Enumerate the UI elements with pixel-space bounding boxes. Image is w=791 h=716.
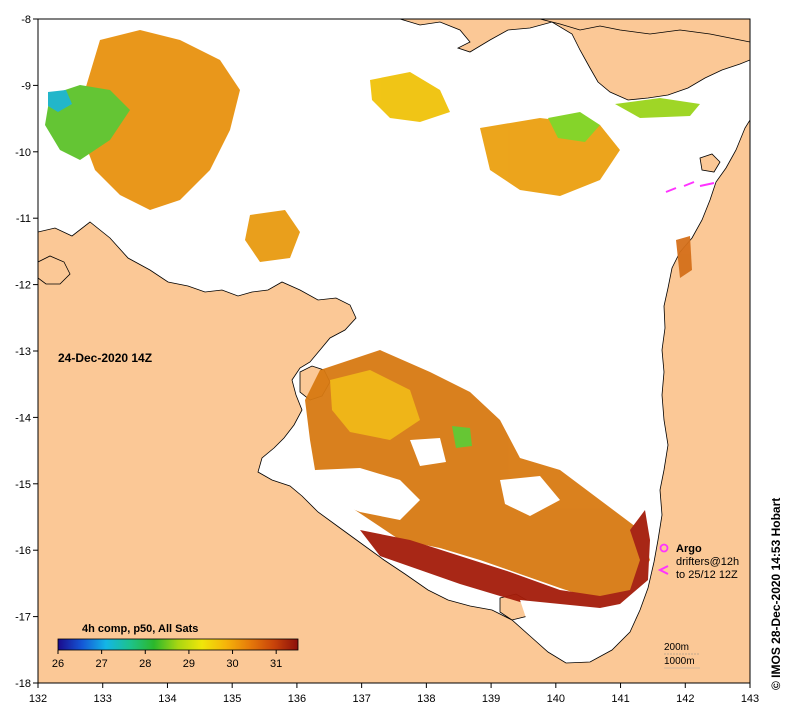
y-tick-label: -12	[15, 280, 31, 292]
colorbar-bar	[57, 638, 299, 651]
x-tick-label: 135	[223, 693, 241, 705]
argo-legend: Argo drifters@12h to 25/12 12Z	[657, 543, 739, 581]
data-gap-3	[520, 600, 615, 650]
y-tick-label: -10	[15, 147, 31, 159]
y-tick-label: -14	[15, 412, 31, 424]
x-tick-label: 142	[676, 693, 694, 705]
cape-york-north	[399, 19, 750, 101]
sst-patch-nw-ocean	[80, 30, 240, 210]
x-tick-label: 138	[417, 693, 435, 705]
depth-legend: 200m 1000m	[664, 642, 700, 669]
x-tick-label: 141	[611, 693, 629, 705]
y-axis: -8 -9 -10 -11 -12 -13 -14 -15 -16 -17 -18	[15, 14, 38, 690]
x-tick-label: 132	[29, 693, 47, 705]
argo-marker-icon	[659, 543, 669, 553]
colorbar-ticks: 26 27 28 29 30 31	[52, 650, 282, 670]
y-tick-label: -13	[15, 346, 31, 358]
y-tick-label: -18	[15, 678, 31, 690]
y-tick-label: -17	[15, 612, 31, 624]
x-tick-label: 133	[94, 693, 112, 705]
x-tick-label: 143	[741, 693, 759, 705]
sst-patch-green-gulf	[452, 426, 472, 448]
drifter-tracks	[665, 181, 715, 193]
colorbar-tick-label: 28	[139, 658, 151, 670]
drifters-label: drifters@12h	[676, 556, 739, 568]
sst-patch-nearshore-ne	[615, 98, 700, 118]
argo-label: Argo	[676, 543, 702, 555]
colorbar-tick-label: 29	[183, 658, 195, 670]
y-tick-label: -16	[15, 545, 31, 557]
arnhem-land	[38, 119, 750, 683]
y-tick-label: -8	[21, 14, 31, 26]
new-guinea-coast	[539, 19, 750, 43]
data-gap-1	[315, 468, 420, 520]
date-label: 24-Dec-2020 14Z	[58, 351, 152, 365]
colorbar-tick-label: 31	[270, 658, 282, 670]
x-tick-label: 139	[482, 693, 500, 705]
sst-patch-gulf-yellow	[330, 370, 420, 440]
sst-patch-north-yellow	[370, 72, 450, 122]
data-gap-2	[500, 476, 560, 516]
drifters-until-label: to 25/12 12Z	[676, 569, 738, 581]
x-tick-label: 137	[352, 693, 370, 705]
colorbar-tick-label: 26	[52, 658, 64, 670]
credit-text: © IMOS 28-Dec-2020 14:53 Hobart	[769, 498, 783, 690]
drifter-arrow-icon	[657, 565, 669, 575]
sst-patch-east-strip	[676, 236, 692, 278]
depth-1000-label: 1000m	[664, 656, 695, 667]
melville-island	[38, 255, 71, 285]
y-tick-label: -15	[15, 479, 31, 491]
colorbar-tick-label: 27	[96, 658, 108, 670]
colorbar-tick-label: 30	[226, 658, 238, 670]
x-tick-label: 140	[547, 693, 565, 705]
sst-patch-north-green	[548, 112, 600, 142]
colorbar-title: 4h comp, p50, All Sats	[82, 623, 198, 635]
y-tick-label: -11	[16, 213, 31, 225]
sst-patch-nw-cyan	[48, 90, 72, 112]
torres-island	[699, 153, 721, 173]
data-gap-4	[410, 438, 446, 466]
x-tick-label: 134	[158, 693, 176, 705]
x-tick-label: 136	[288, 693, 306, 705]
depth-200-label: 200m	[664, 642, 689, 653]
sst-overlay	[45, 30, 700, 612]
x-axis: 132 133 134 135 136 137 138 139 140 141 142 143	[29, 683, 759, 705]
sst-patch-west-gulf	[245, 210, 300, 262]
sst-patch-gulf-south-red	[360, 510, 650, 612]
y-tick-label: -9	[21, 80, 31, 92]
